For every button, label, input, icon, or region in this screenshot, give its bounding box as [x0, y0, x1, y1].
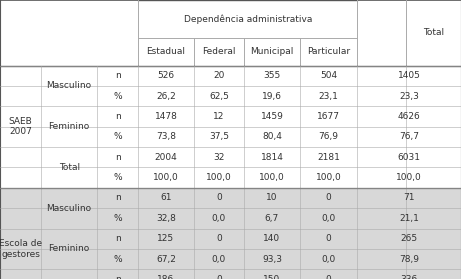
Text: Feminino: Feminino	[48, 122, 90, 131]
Text: 62,5: 62,5	[209, 92, 229, 101]
Text: 0: 0	[325, 234, 331, 243]
Text: Dependência administrativa: Dependência administrativa	[183, 14, 312, 24]
Text: Total: Total	[423, 28, 444, 37]
Text: 19,6: 19,6	[262, 92, 282, 101]
Text: 71: 71	[403, 193, 415, 203]
Text: 61: 61	[160, 193, 171, 203]
Text: n: n	[115, 193, 120, 203]
Text: 336: 336	[401, 275, 418, 279]
Text: 20: 20	[213, 71, 225, 80]
Text: Total: Total	[59, 163, 80, 172]
Text: 26,2: 26,2	[156, 92, 176, 101]
Text: Masculino: Masculino	[47, 204, 92, 213]
Text: Particular: Particular	[307, 47, 350, 56]
Text: 6,7: 6,7	[265, 214, 279, 223]
Text: n: n	[115, 234, 120, 243]
Text: 78,9: 78,9	[399, 254, 419, 264]
Text: n: n	[115, 153, 120, 162]
Text: 76,9: 76,9	[319, 132, 338, 141]
Text: 150: 150	[263, 275, 281, 279]
Text: %: %	[113, 173, 122, 182]
Text: 76,7: 76,7	[399, 132, 419, 141]
Text: 21,1: 21,1	[399, 214, 419, 223]
Text: 23,1: 23,1	[319, 92, 338, 101]
Text: SAEB
2007: SAEB 2007	[9, 117, 33, 136]
Text: 355: 355	[263, 71, 281, 80]
Text: 23,3: 23,3	[399, 92, 419, 101]
Text: 1814: 1814	[260, 153, 284, 162]
Text: 1459: 1459	[260, 112, 284, 121]
Text: n: n	[115, 112, 120, 121]
Text: Federal: Federal	[202, 47, 236, 56]
Text: 125: 125	[157, 234, 175, 243]
Text: %: %	[113, 214, 122, 223]
Text: 1405: 1405	[398, 71, 420, 80]
Text: 0: 0	[325, 193, 331, 203]
Text: %: %	[113, 132, 122, 141]
Text: 1677: 1677	[317, 112, 340, 121]
Text: 265: 265	[401, 234, 418, 243]
Text: 100,0: 100,0	[396, 173, 422, 182]
Text: n: n	[115, 71, 120, 80]
Text: 32,8: 32,8	[156, 214, 176, 223]
Text: 0: 0	[216, 234, 222, 243]
Text: %: %	[113, 254, 122, 264]
Text: 140: 140	[263, 234, 281, 243]
Text: 10: 10	[266, 193, 278, 203]
Text: 2181: 2181	[317, 153, 340, 162]
Text: 80,4: 80,4	[262, 132, 282, 141]
Text: n: n	[115, 275, 120, 279]
Text: 32: 32	[213, 153, 225, 162]
Text: 0: 0	[216, 275, 222, 279]
Text: 100,0: 100,0	[206, 173, 232, 182]
Text: 0,0: 0,0	[212, 254, 226, 264]
Bar	[0, 188, 461, 279]
Text: Feminino: Feminino	[48, 244, 90, 253]
Text: Estadual: Estadual	[147, 47, 185, 56]
Text: 4626: 4626	[398, 112, 420, 121]
Text: 100,0: 100,0	[316, 173, 341, 182]
Text: 1478: 1478	[154, 112, 177, 121]
Text: Escola de
gestores: Escola de gestores	[0, 239, 42, 259]
Text: 526: 526	[157, 71, 175, 80]
Text: 0,0: 0,0	[212, 214, 226, 223]
Text: %: %	[113, 92, 122, 101]
Text: 0: 0	[325, 275, 331, 279]
Text: Masculino: Masculino	[47, 81, 92, 90]
Text: 2004: 2004	[154, 153, 177, 162]
Text: 37,5: 37,5	[209, 132, 229, 141]
Text: Municipal: Municipal	[250, 47, 294, 56]
Text: 0: 0	[216, 193, 222, 203]
Text: 93,3: 93,3	[262, 254, 282, 264]
Text: 186: 186	[157, 275, 175, 279]
Text: 504: 504	[320, 71, 337, 80]
Text: 12: 12	[213, 112, 225, 121]
Text: 100,0: 100,0	[153, 173, 179, 182]
Text: 0,0: 0,0	[321, 214, 336, 223]
Text: 6031: 6031	[398, 153, 420, 162]
Text: 67,2: 67,2	[156, 254, 176, 264]
Text: 0,0: 0,0	[321, 254, 336, 264]
Text: 73,8: 73,8	[156, 132, 176, 141]
Text: 100,0: 100,0	[259, 173, 285, 182]
